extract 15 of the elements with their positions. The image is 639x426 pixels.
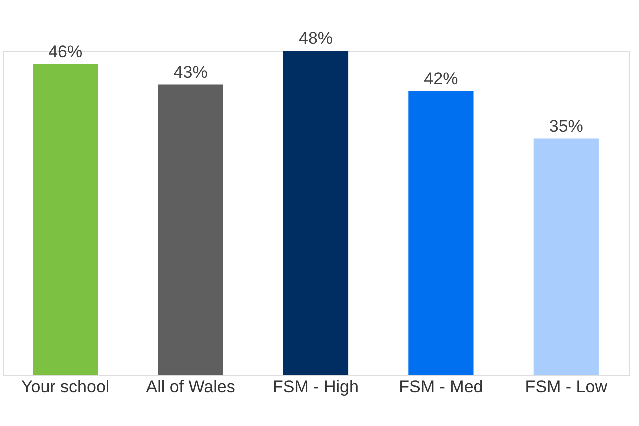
x-tick-label: All of Wales	[146, 378, 236, 396]
data-label: 48%	[298, 29, 334, 48]
bar	[408, 92, 474, 375]
x-tick-label: Your school	[21, 378, 110, 396]
data-label: 46%	[48, 42, 83, 62]
bar	[534, 138, 599, 375]
bar	[283, 51, 349, 375]
x-tick-label: FSM - Low	[525, 378, 608, 396]
x-tick-label: FSM - Med	[399, 378, 484, 396]
x-tick-label: FSM - High	[273, 378, 359, 396]
data-label: 42%	[424, 70, 458, 88]
data-label: 43%	[174, 62, 208, 82]
data-label: 35%	[549, 116, 584, 136]
bar	[33, 64, 98, 375]
bar	[158, 84, 224, 375]
